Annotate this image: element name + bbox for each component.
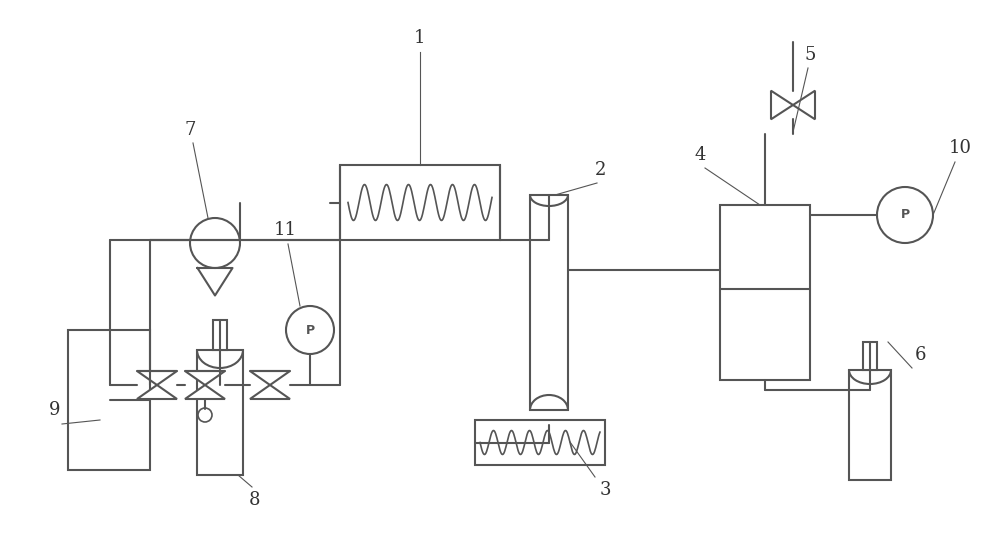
Polygon shape: [250, 371, 290, 385]
Text: 8: 8: [249, 491, 261, 509]
Bar: [530, 195, 568, 410]
Polygon shape: [793, 91, 815, 119]
Bar: [863, 342, 877, 370]
Text: 4: 4: [694, 146, 706, 164]
Text: 10: 10: [948, 139, 972, 157]
Text: 9: 9: [49, 401, 61, 419]
Text: 3: 3: [599, 481, 611, 499]
Polygon shape: [137, 385, 177, 399]
Circle shape: [877, 187, 933, 243]
Circle shape: [198, 408, 212, 422]
Bar: [720, 205, 810, 380]
Polygon shape: [771, 91, 793, 119]
Bar: [475, 420, 605, 465]
Circle shape: [190, 218, 240, 268]
Polygon shape: [137, 371, 177, 385]
Circle shape: [286, 306, 334, 354]
Polygon shape: [185, 371, 225, 385]
Bar: [197, 350, 243, 475]
Bar: [849, 370, 891, 480]
Text: 1: 1: [414, 29, 426, 47]
Polygon shape: [185, 385, 225, 399]
Text: 11: 11: [274, 221, 296, 239]
Text: P: P: [900, 208, 910, 222]
Polygon shape: [250, 385, 290, 399]
Text: P: P: [305, 323, 315, 337]
Bar: [213, 320, 227, 350]
Text: 5: 5: [804, 46, 816, 64]
Bar: [68, 330, 150, 470]
Text: 2: 2: [594, 161, 606, 179]
Text: 6: 6: [914, 346, 926, 364]
Text: 7: 7: [184, 121, 196, 139]
Bar: [340, 165, 500, 240]
